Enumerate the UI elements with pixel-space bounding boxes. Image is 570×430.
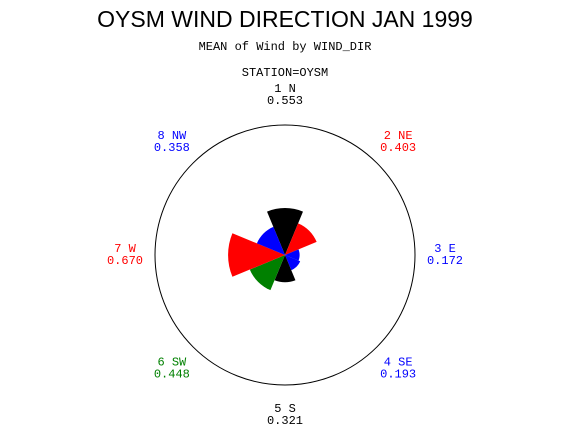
direction-label: 1 N — [274, 82, 296, 96]
wedge — [228, 233, 285, 277]
direction-label: 3 E — [434, 242, 456, 256]
outer-circle — [154, 124, 416, 386]
wedge — [274, 255, 296, 283]
chart-subtitle: MEAN of Wind by WIND_DIR — [199, 40, 372, 54]
group-label: STATION=OYSM — [242, 66, 328, 80]
wedge — [285, 223, 317, 255]
value-label: 0.448 — [154, 367, 190, 381]
value-label: 0.321 — [267, 414, 303, 428]
wedge — [267, 208, 303, 255]
wedge — [249, 255, 285, 291]
direction-label: 4 SE — [384, 355, 413, 369]
direction-label: 6 SW — [157, 355, 187, 369]
chart-title: OYSM WIND DIRECTION JAN 1999 — [97, 6, 473, 32]
value-label: 0.403 — [380, 141, 416, 155]
direction-label: 2 NE — [384, 129, 413, 143]
wedge — [285, 249, 300, 261]
direction-label: 7 W — [114, 242, 136, 256]
value-label: 0.172 — [427, 254, 463, 268]
direction-label: 8 NW — [157, 129, 187, 143]
direction-label: 5 S — [274, 402, 296, 416]
value-label: 0.553 — [267, 94, 303, 108]
value-label: 0.193 — [380, 367, 416, 381]
value-label: 0.670 — [107, 254, 143, 268]
value-label: 0.358 — [154, 141, 190, 155]
wedge — [256, 226, 285, 255]
wedge — [285, 255, 301, 271]
